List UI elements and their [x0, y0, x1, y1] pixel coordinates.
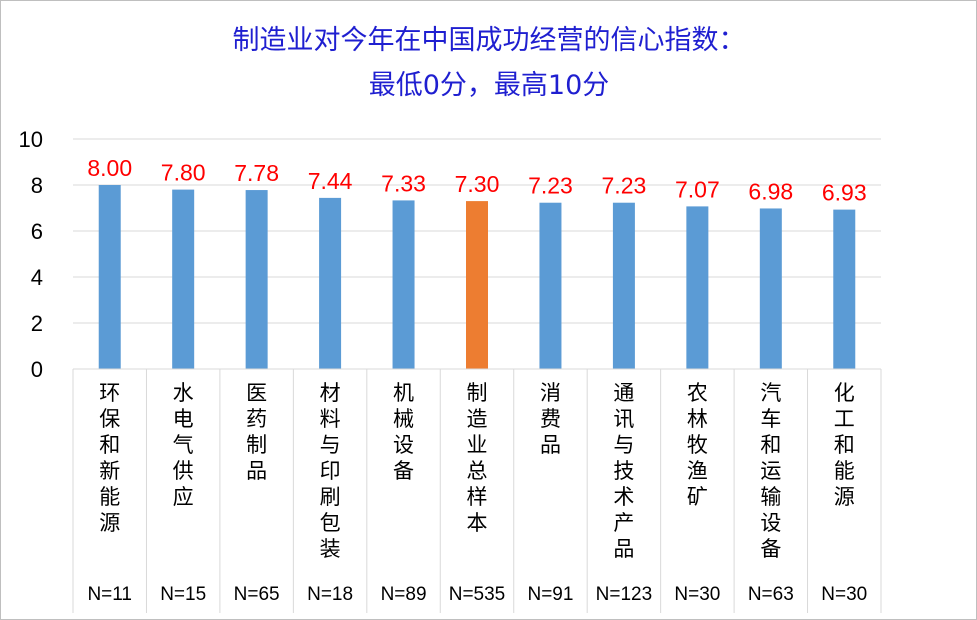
- bar: [612, 202, 635, 369]
- data-label: 7.23: [528, 173, 573, 199]
- bar: [319, 197, 342, 369]
- y-tick-label: 0: [31, 357, 43, 382]
- sample-size-label: N=15: [160, 584, 206, 605]
- category-label: 材料与印刷包装: [320, 381, 341, 561]
- sample-size-label: N=123: [596, 584, 653, 605]
- chart-title: 制造业对今年在中国成功经营的信心指数：: [233, 25, 746, 56]
- category-label: 制造业总样本: [467, 381, 488, 535]
- category-label: 汽车和运输设备: [760, 381, 781, 561]
- y-tick-label: 4: [31, 265, 43, 290]
- bar: [466, 201, 488, 369]
- y-tick-label: 2: [31, 311, 43, 336]
- data-label: 7.80: [161, 160, 206, 186]
- category-label: 环保和新能源: [99, 381, 120, 535]
- bar: [686, 206, 709, 369]
- y-tick-label: 10: [19, 127, 43, 152]
- data-label: 6.98: [748, 178, 793, 204]
- category-label: 机械设备: [393, 381, 414, 483]
- bar: [392, 200, 415, 369]
- category-label: 水电气供应: [173, 381, 194, 509]
- category-label: 化工和能源: [834, 381, 855, 509]
- y-tick-label: 8: [31, 173, 43, 198]
- sample-size-label: N=18: [307, 584, 353, 605]
- data-label: 7.23: [602, 173, 647, 199]
- bar: [539, 202, 562, 369]
- category-label: 医药制品: [246, 381, 267, 483]
- axis-layer: 0 2 4 6 8 10: [19, 127, 882, 613]
- sample-size-label: N=11: [87, 584, 132, 605]
- data-label: 7.33: [381, 170, 426, 196]
- sample-size-label: N=30: [674, 584, 720, 605]
- sample-size-label: N=535: [449, 584, 506, 605]
- category-label: 农林牧渔矿: [687, 381, 708, 509]
- bar: [245, 190, 268, 369]
- data-label: 7.44: [308, 168, 353, 194]
- bar: [833, 209, 856, 369]
- data-label: 6.93: [822, 180, 867, 206]
- category-label: 通讯与技术产品: [613, 381, 634, 561]
- bar-layer: [98, 185, 856, 369]
- sample-size-label: N=65: [234, 584, 280, 605]
- label-layer: 8.00 环保和新能源 N=11 7.80 水电气供应 N=15 7.78 医药制品 N=65 7…: [87, 155, 867, 605]
- data-label: 8.00: [87, 155, 132, 181]
- sample-size-label: N=91: [527, 584, 573, 605]
- sample-size-label: N=63: [748, 584, 794, 605]
- bar: [759, 208, 782, 369]
- chart-subtitle: 最低0分，最高10分: [369, 70, 610, 101]
- data-label: 7.78: [234, 160, 279, 186]
- sample-size-label: N=30: [821, 584, 867, 605]
- category-label: 消费品: [540, 381, 561, 457]
- data-label: 7.07: [675, 176, 720, 202]
- y-tick-label: 6: [31, 219, 43, 244]
- bar: [172, 189, 195, 369]
- data-label: 7.30: [455, 171, 500, 197]
- sample-size-label: N=89: [381, 584, 427, 605]
- bar: [98, 185, 121, 369]
